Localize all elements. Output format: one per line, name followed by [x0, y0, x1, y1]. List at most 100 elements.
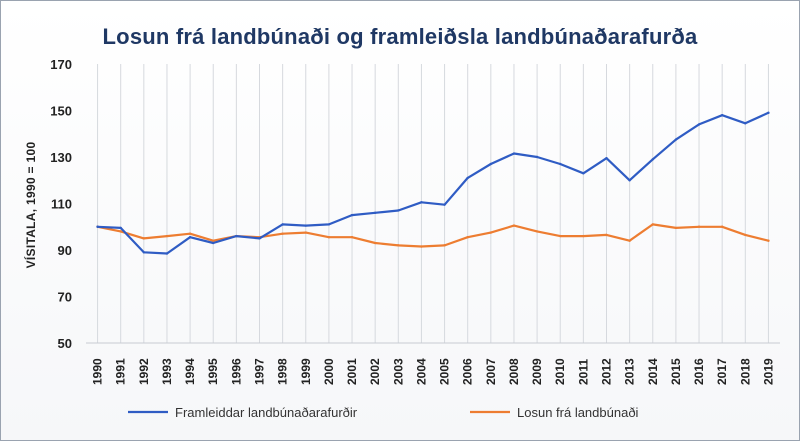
data-point	[350, 213, 354, 217]
x-tick-label: 2011	[576, 359, 590, 385]
x-tick-label: 2014	[646, 358, 660, 385]
data-point	[142, 251, 146, 254]
data-point	[397, 209, 400, 212]
x-tick-label: 2006	[461, 358, 475, 385]
data-point	[697, 225, 701, 228]
data-point	[443, 203, 446, 206]
y-tick-label: 150	[50, 104, 72, 119]
data-point	[119, 226, 122, 230]
data-point	[304, 224, 307, 227]
x-tick-label: 2017	[715, 358, 729, 385]
data-point	[512, 152, 516, 155]
data-point	[373, 211, 377, 214]
series-lines	[96, 111, 770, 255]
data-point	[628, 239, 631, 242]
data-point	[512, 224, 516, 227]
data-point	[350, 236, 354, 239]
data-point	[674, 138, 678, 141]
data-point	[720, 225, 724, 228]
data-point	[397, 244, 400, 247]
x-tick-label: 2012	[600, 358, 614, 385]
x-tick-label: 2018	[738, 358, 752, 385]
x-tick-label: 1999	[299, 358, 313, 385]
x-tick-label: 2003	[391, 358, 405, 385]
y-tick-label: 110	[51, 197, 72, 212]
data-point	[119, 230, 122, 233]
y-tick-label: 130	[50, 150, 72, 165]
data-point	[605, 233, 608, 237]
x-tick-label: 2010	[553, 358, 567, 385]
x-tick-label: 1993	[160, 358, 174, 385]
x-tick-label: 2013	[623, 358, 637, 385]
data-point	[535, 230, 539, 233]
y-tick-label: 170	[50, 57, 72, 72]
x-axis-ticks: 1990 1991 1992 1993 1994 1995 1996 1997 1998 1999…	[91, 358, 776, 385]
data-point	[281, 223, 284, 226]
data-point	[420, 245, 423, 248]
data-point	[281, 232, 284, 235]
x-tick-label: 1996	[229, 358, 243, 385]
x-tick-label: 2016	[692, 358, 706, 385]
data-point	[327, 236, 331, 239]
series-line-1	[96, 223, 770, 248]
x-tick-label: 1997	[253, 358, 267, 385]
x-tick-label: 2005	[438, 358, 452, 385]
data-point	[466, 176, 469, 180]
data-point	[327, 223, 331, 226]
x-tick-label: 2015	[669, 358, 683, 385]
y-tick-label: 50	[58, 336, 72, 351]
x-tick-label: 1994	[183, 358, 197, 385]
data-point	[744, 122, 747, 125]
data-point	[188, 232, 192, 235]
data-point	[651, 223, 654, 226]
data-point	[258, 237, 261, 240]
x-tick-label: 1998	[276, 358, 290, 385]
x-tick-label: 2009	[530, 358, 544, 385]
legend: Framleiddar landbúnaðarafurðir Losun frá…	[128, 405, 639, 420]
x-tick-label: 2004	[414, 358, 428, 385]
data-point	[582, 172, 585, 175]
data-point	[651, 158, 654, 161]
data-point	[443, 244, 446, 247]
data-point	[235, 234, 238, 238]
legend-label-production: Framleiddar landbúnaðarafurðir	[175, 405, 358, 420]
data-point	[466, 236, 469, 239]
data-point	[304, 231, 307, 234]
data-point	[165, 252, 169, 255]
series-line-0	[96, 111, 770, 255]
data-point	[212, 241, 215, 245]
data-point	[628, 179, 631, 182]
data-point	[535, 155, 539, 159]
data-point	[96, 225, 99, 228]
x-tick-label: 2002	[368, 358, 382, 385]
data-point	[489, 162, 493, 166]
x-tick-label: 2007	[484, 358, 498, 385]
x-tick-label: 2001	[345, 358, 359, 385]
data-point	[582, 234, 585, 238]
data-point	[697, 123, 701, 126]
data-point	[674, 226, 678, 230]
x-tick-label: 1991	[114, 358, 128, 385]
data-point	[605, 156, 608, 160]
x-tick-label: 1992	[137, 358, 151, 385]
x-tick-label: 1995	[206, 358, 220, 385]
data-point	[489, 231, 493, 234]
data-point	[212, 239, 215, 242]
chart-title: Losun frá landbúnaði og framleiðsla land…	[102, 24, 698, 49]
x-tick-label: 1990	[91, 358, 105, 385]
data-point	[420, 201, 423, 204]
x-tick-label: 2000	[322, 358, 336, 385]
data-point	[559, 234, 562, 238]
data-point	[767, 239, 770, 242]
y-tick-label: 70	[58, 290, 72, 305]
data-point	[165, 234, 169, 238]
data-point	[767, 111, 770, 115]
data-point	[373, 241, 377, 245]
data-point	[744, 233, 747, 237]
y-axis-label: VÍSITALA, 1990 = 100	[23, 142, 38, 269]
data-point	[720, 113, 724, 117]
data-point	[188, 236, 192, 239]
data-point	[559, 162, 562, 166]
